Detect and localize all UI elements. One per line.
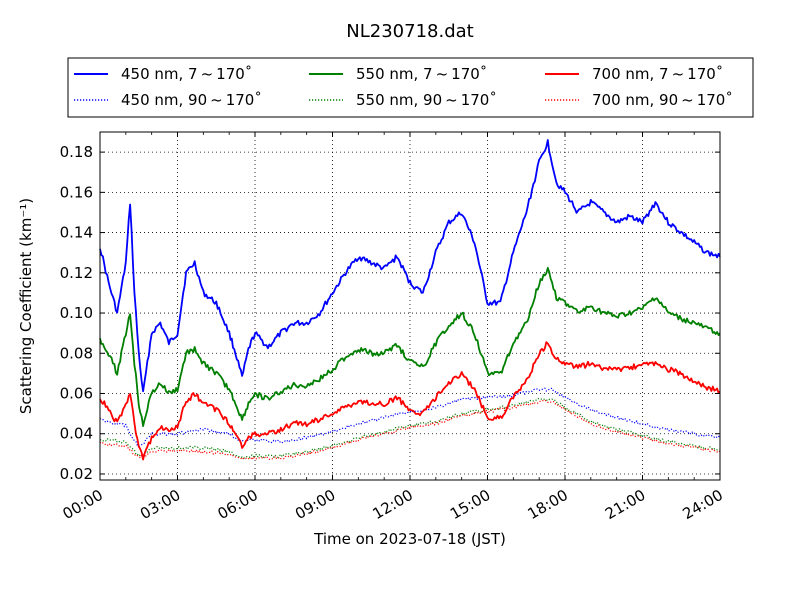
y-tick-labels: 0.02 0.04 0.06 0.08 0.10 0.12 0.14 0.16 0.18 [60,143,93,483]
legend-label-1: 450 nm, 90 ~ 170˚ [121,91,262,109]
x-tick-label: 15:00 [447,486,493,523]
series-line-1 [99,387,721,448]
x-tick-label: 24:00 [680,486,726,523]
y-tick-label: 0.10 [60,304,93,322]
x-tick-label: 03:00 [137,486,183,523]
legend-label-5: 700 nm, 90 ~ 170˚ [592,91,733,109]
legend-label-4: 700 nm, 7 ~ 170˚ [592,65,723,83]
x-tick-label: 00:00 [60,486,106,523]
y-tick-label: 0.12 [60,264,93,282]
chart-title: NL230718.dat [346,21,473,42]
y-tick-label: 0.02 [60,465,93,483]
series-layer [99,139,721,461]
legend: 450 nm, 7 ~ 170˚ 550 nm, 7 ~ 170˚ 700 nm, … [67,57,754,118]
series-line-3 [99,398,721,459]
x-tick-label: 18:00 [525,486,571,523]
y-tick-label: 0.16 [60,183,93,201]
x-tick-label: 12:00 [370,486,416,523]
x-tick-label: 06:00 [215,486,261,523]
x-tick-label: 09:00 [292,486,338,523]
series-line-2 [99,267,721,427]
x-axis-label: Time on 2023-07-18 (JST) [313,530,506,548]
y-axis-label: Scattering Coefficient (km⁻¹) [17,198,35,414]
y-tick-label: 0.04 [60,425,93,443]
y-tick-label: 0.18 [60,143,93,161]
y-tick-label: 0.14 [60,224,93,242]
y-tick-label: 0.08 [60,344,93,362]
series-line-0 [99,139,721,393]
x-tick-label: 21:00 [602,486,648,523]
legend-box [67,57,754,118]
axis-ticks [99,132,721,480]
legend-label-0: 450 nm, 7 ~ 170˚ [121,65,252,83]
legend-label-3: 550 nm, 90 ~ 170˚ [356,91,497,109]
grid-lines [100,132,720,480]
y-tick-label: 0.06 [60,385,93,403]
x-tick-labels: 00:00 03:00 06:00 09:00 12:00 15:00 18:00 21:00… [60,486,726,523]
legend-label-2: 550 nm, 7 ~ 170˚ [356,65,487,83]
series-line-4 [99,341,721,461]
